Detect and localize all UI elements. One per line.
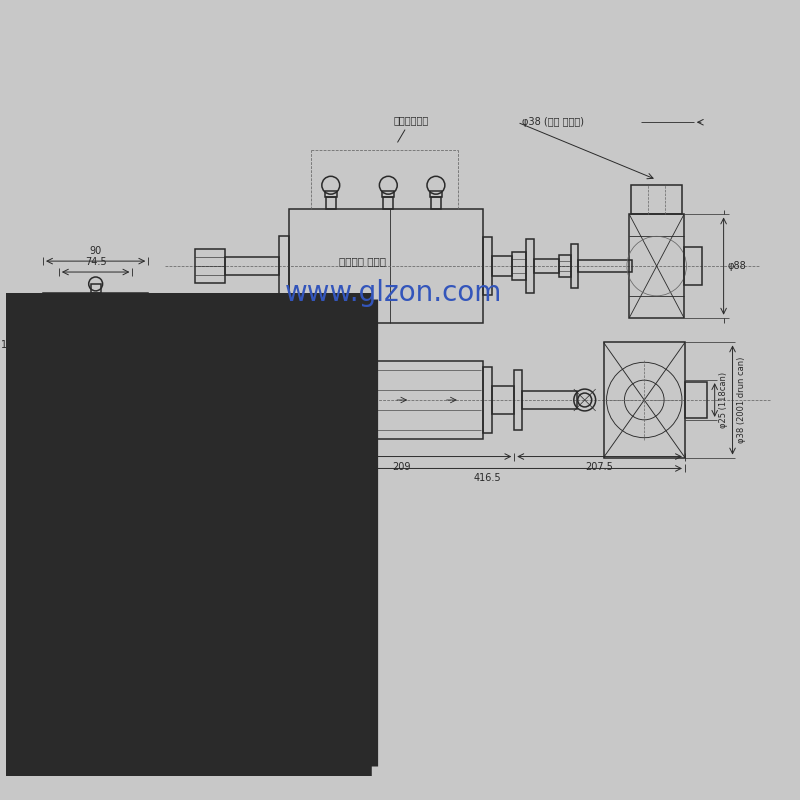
Bar	[54, 304, 138, 387]
Text: φ88: φ88	[727, 261, 746, 271]
Bar	[289, 362, 482, 438]
Text: 416.5: 416.5	[473, 474, 501, 483]
Bar	[603, 342, 685, 458]
Bar	[522, 391, 577, 409]
Bar	[289, 209, 482, 323]
Bar	[43, 293, 148, 398]
Text: 신화정밀 실린더: 신화정밀 실린더	[339, 256, 386, 266]
Bar	[631, 185, 682, 214]
Bar	[482, 367, 493, 433]
Bar	[382, 191, 394, 197]
Text: 110: 110	[1, 341, 19, 350]
Text: φ25 (118can): φ25 (118can)	[718, 372, 728, 428]
Bar	[571, 244, 578, 288]
Bar	[559, 255, 571, 277]
Bar	[685, 382, 706, 418]
Text: φ38 (2001 drun can): φ38 (2001 drun can)	[737, 357, 746, 443]
Bar	[482, 238, 493, 295]
Bar	[512, 252, 526, 280]
Bar	[225, 257, 279, 275]
Text: 94.5: 94.5	[35, 341, 57, 350]
Bar	[630, 214, 684, 318]
Bar	[526, 238, 534, 294]
Bar	[325, 191, 337, 197]
Bar	[326, 197, 336, 209]
Bar	[493, 256, 512, 276]
Text: 90: 90	[90, 246, 102, 256]
Text: 207.5: 207.5	[586, 462, 614, 471]
Bar	[534, 259, 559, 273]
Bar	[431, 197, 441, 209]
Text: 74.5: 74.5	[85, 257, 106, 267]
Bar	[90, 284, 101, 293]
Bar	[430, 191, 442, 197]
Bar	[279, 374, 289, 426]
Bar	[578, 260, 632, 272]
Bar	[514, 370, 522, 430]
Bar	[684, 247, 702, 285]
Bar	[227, 389, 279, 411]
Bar	[493, 386, 514, 414]
Bar	[383, 197, 394, 209]
Text: 209: 209	[393, 462, 411, 471]
Text: φ38 (밸브 탈착식): φ38 (밸브 탈착식)	[522, 118, 584, 127]
Text: 대기개방포트: 대기개방포트	[394, 114, 429, 142]
Text: www.glzon.com: www.glzon.com	[285, 279, 502, 307]
Bar	[279, 236, 289, 296]
Bar	[195, 250, 225, 283]
